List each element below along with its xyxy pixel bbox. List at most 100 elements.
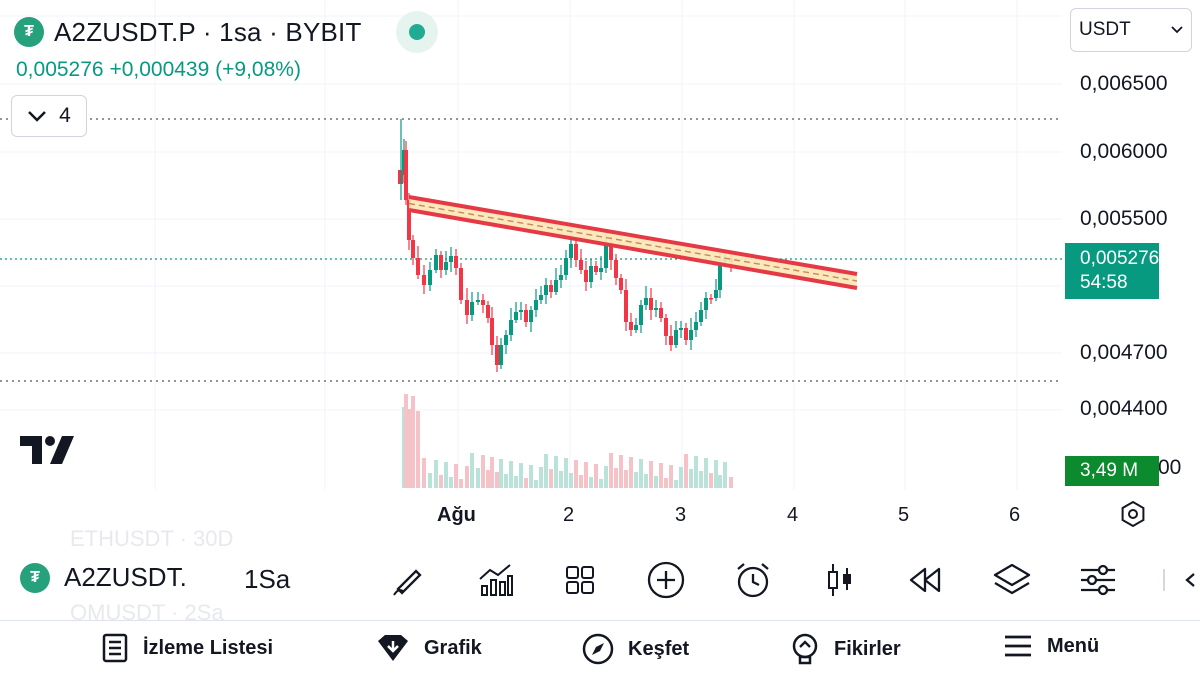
candle-body — [490, 318, 494, 345]
tradingview-logo — [20, 436, 74, 464]
volume-bar — [599, 479, 603, 488]
volume-bar — [659, 463, 663, 488]
volume-bar — [559, 471, 563, 488]
candle-body — [569, 244, 573, 258]
volume-bar — [495, 472, 499, 488]
candle-body — [495, 345, 499, 365]
volume-bar — [407, 409, 411, 488]
volume-bar — [654, 476, 658, 488]
candle-body — [619, 278, 623, 290]
current-price-tag: 0,005276 54:58 — [1065, 243, 1159, 299]
volume-bars — [402, 394, 733, 488]
candle-body — [439, 255, 443, 270]
candles-icon[interactable] — [818, 558, 862, 602]
volume-bar — [718, 475, 722, 488]
templates-icon[interactable] — [558, 558, 602, 602]
time-label: 2 — [563, 504, 575, 526]
candle-body — [411, 240, 415, 258]
candle-body — [614, 260, 618, 278]
volume-bar — [709, 473, 713, 488]
volume-bar — [454, 464, 458, 488]
volume-bar — [664, 478, 668, 488]
volume-bar — [439, 475, 443, 488]
volume-bar — [416, 411, 420, 488]
candle-body — [465, 300, 469, 315]
volume-bar — [529, 465, 533, 488]
volume-bar — [499, 459, 503, 488]
volume-bar — [669, 465, 673, 488]
candle-body — [559, 275, 563, 280]
volume-bar — [444, 462, 448, 488]
watchlist-icon — [102, 633, 128, 663]
nav-chart[interactable]: Grafik — [376, 633, 482, 663]
candle-body — [544, 285, 548, 295]
candle-body — [554, 280, 558, 292]
candle-body — [564, 258, 568, 275]
alarm-icon[interactable] — [731, 558, 775, 602]
candle-body — [579, 260, 583, 270]
volume-bar — [694, 456, 698, 488]
volume-bar — [504, 474, 508, 488]
volume-tag: 3,49 M — [1065, 456, 1159, 486]
currency-select[interactable]: USDT — [1070, 8, 1192, 52]
chart-settings-icon — [1121, 500, 1145, 528]
volume-bar — [639, 459, 643, 488]
candle-body — [486, 305, 490, 318]
candle-body — [549, 285, 553, 292]
last-price: 0,005276 — [16, 58, 104, 81]
time-label: 5 — [898, 504, 910, 526]
nav-explore[interactable]: Keşfet — [582, 633, 689, 665]
volume-bar — [634, 472, 638, 488]
candle-body — [644, 298, 648, 305]
hamburger-icon — [1005, 635, 1031, 657]
replay-icon[interactable] — [903, 558, 947, 602]
toolbar-symbol: A2ZUSDT. — [64, 562, 187, 592]
candle-body — [574, 244, 578, 260]
layers-icon[interactable] — [990, 558, 1034, 602]
volume-bar — [428, 473, 432, 488]
volume-bar — [674, 480, 678, 488]
toolbar-symbol-button[interactable]: ₮ A2ZUSDT. — [20, 562, 187, 593]
price-label: 0,004700 — [1080, 341, 1168, 364]
candle-body — [629, 322, 633, 330]
candle-body — [639, 305, 643, 325]
chart-toolbar: ETHUSDT · 30D OMUSDT · 2Sa ₮ A2ZUSDT. 1S… — [0, 526, 1200, 625]
volume-bar — [649, 461, 653, 488]
volume-bar — [584, 462, 588, 488]
nav-watchlist[interactable]: İzleme Listesi — [101, 633, 273, 663]
volume-bar — [569, 473, 573, 488]
collapse-icon[interactable] — [1160, 558, 1200, 602]
volume-bar — [589, 477, 593, 488]
indicators-collapse-button[interactable]: 4 — [11, 95, 87, 137]
chart-canvas[interactable] — [0, 0, 1200, 545]
lightbulb-icon — [792, 633, 818, 665]
volume-bar — [624, 470, 628, 488]
volume-bar — [422, 458, 426, 488]
candle-body — [594, 266, 598, 272]
volume-bar — [476, 468, 480, 488]
current-price-value: 0,005276 — [1080, 248, 1160, 269]
chevron-down-icon — [1171, 26, 1183, 34]
candle-body — [714, 290, 718, 298]
candle-body — [599, 268, 603, 272]
timeframe-button[interactable]: 1Sa — [244, 564, 291, 594]
candle-body — [589, 266, 593, 282]
candle-body — [434, 255, 438, 270]
pencil-icon[interactable] — [386, 558, 430, 602]
nav-menu[interactable]: Menü — [1003, 633, 1099, 659]
volume-bar — [486, 470, 490, 488]
candle-body — [624, 290, 628, 322]
candle-body — [481, 300, 485, 305]
volume-bar — [614, 468, 618, 488]
indicators-icon[interactable] — [473, 558, 517, 602]
settings-icon[interactable] — [1076, 558, 1120, 602]
price-label: 0,004400 — [1080, 397, 1168, 420]
nav-ideas[interactable]: Fikirler — [790, 633, 901, 665]
symbol-title[interactable]: A2ZUSDT.P · 1sa · BYBIT — [54, 16, 362, 47]
candle-body — [694, 322, 698, 330]
candle-body — [529, 310, 533, 322]
price-label: 0,006500 — [1080, 72, 1168, 95]
add-icon[interactable] — [644, 558, 688, 602]
symbol-header[interactable]: ₮ A2ZUSDT.P · 1sa · BYBIT — [14, 11, 438, 53]
candle-body — [444, 262, 448, 270]
